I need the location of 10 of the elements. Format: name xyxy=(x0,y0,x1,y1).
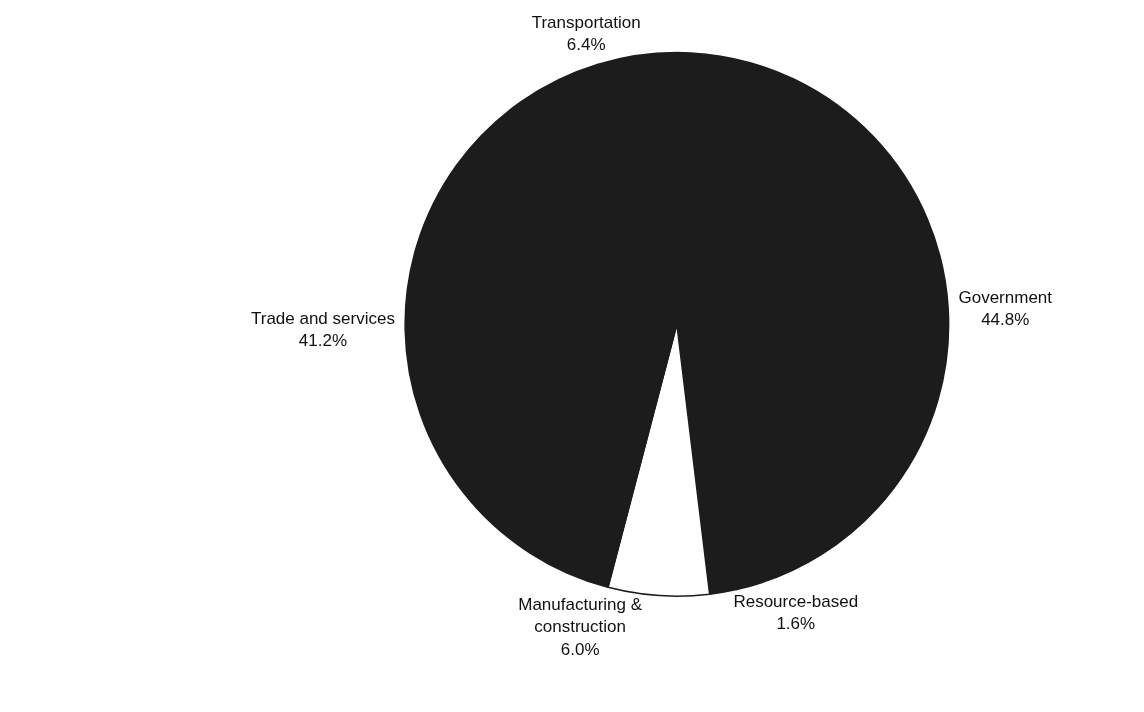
slice-label: Government xyxy=(958,288,1053,308)
data-label: 1.6% xyxy=(776,613,816,633)
slice-label: Resource-based xyxy=(733,591,859,611)
data-label: 6.0% xyxy=(560,639,600,659)
slice-label: Transportation xyxy=(531,12,641,32)
data-label: 6.4% xyxy=(566,35,606,55)
data-label: 44.8% xyxy=(981,310,1030,330)
slice-label: Manufacturing & construction xyxy=(518,595,643,637)
data-label: 41.2% xyxy=(298,331,348,351)
slice-label: Trade and services xyxy=(250,309,395,329)
